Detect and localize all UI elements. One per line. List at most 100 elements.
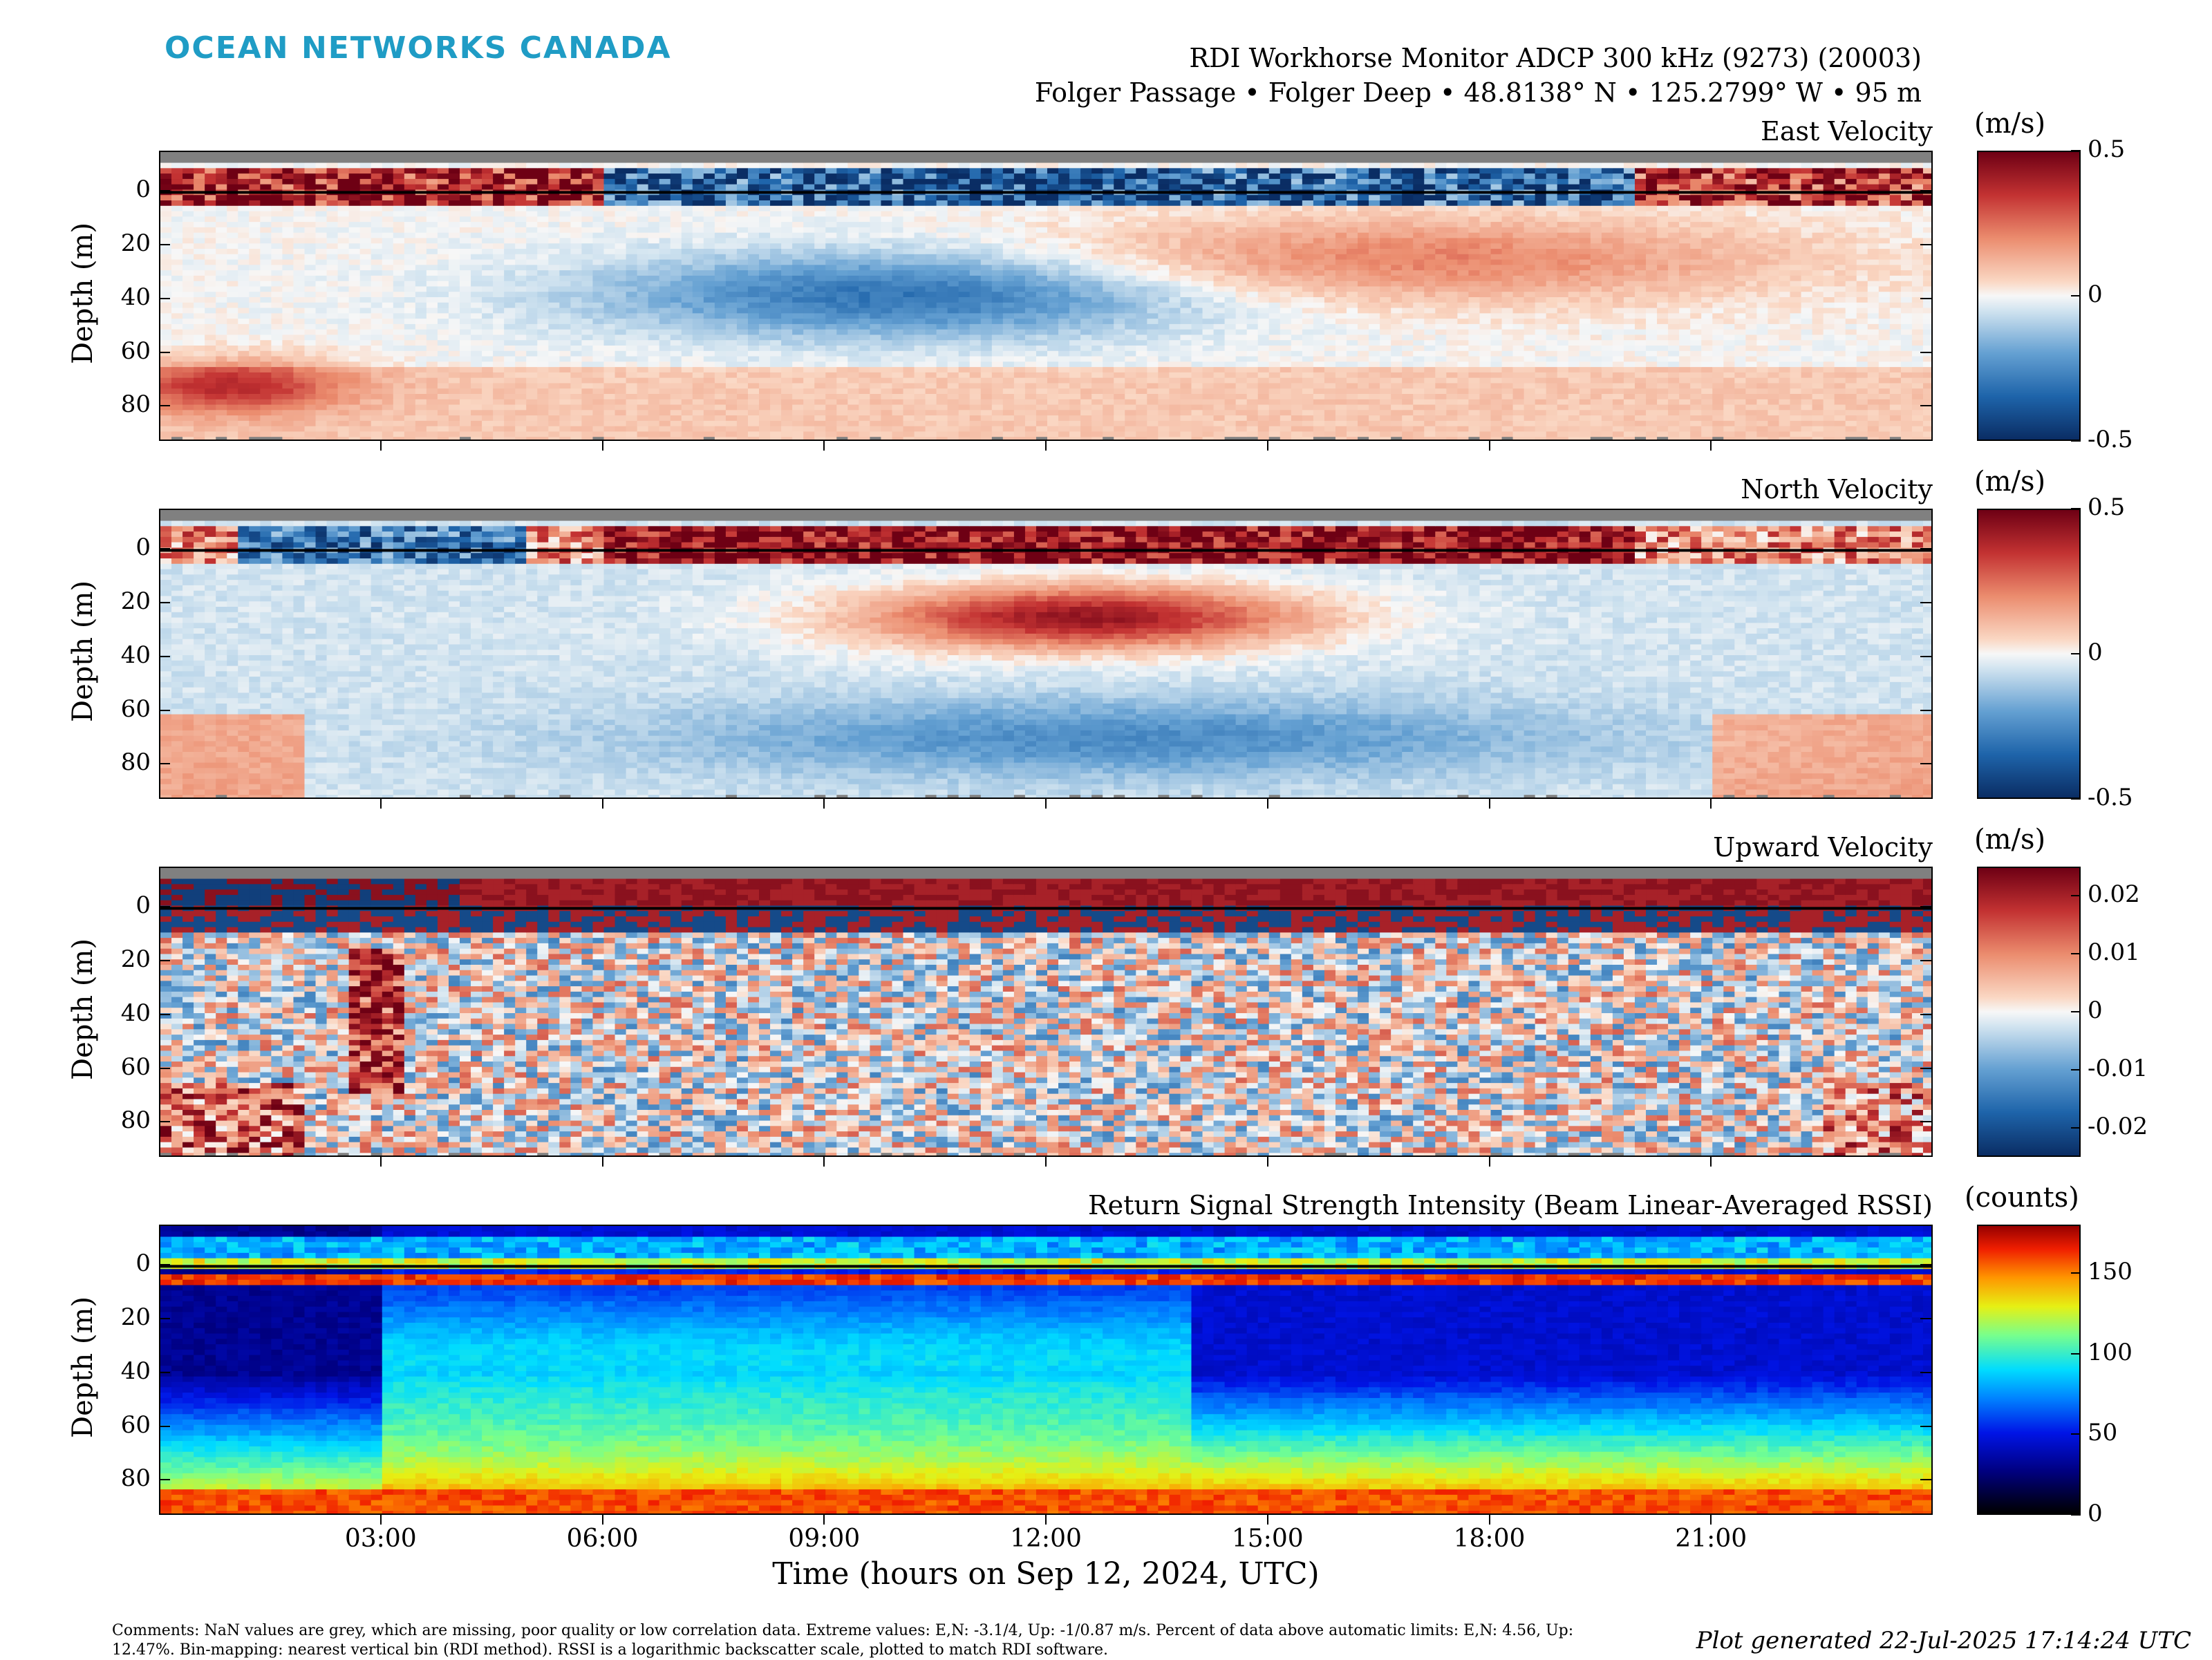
heatmap-cell bbox=[748, 313, 760, 319]
heatmap-cell bbox=[371, 357, 383, 362]
heatmap-cell bbox=[626, 173, 638, 179]
heatmap-cell bbox=[671, 330, 682, 335]
heatmap-cell bbox=[814, 303, 826, 308]
heatmap-cell bbox=[216, 249, 227, 254]
heatmap-cell bbox=[814, 249, 826, 254]
heatmap-cell bbox=[404, 383, 416, 388]
heatmap-cell bbox=[1025, 399, 1037, 405]
heatmap-cell bbox=[1058, 281, 1070, 287]
heatmap-cell bbox=[349, 297, 361, 303]
heatmap-cell bbox=[759, 405, 771, 411]
heatmap-cell bbox=[526, 211, 538, 217]
heatmap-cell bbox=[216, 163, 227, 169]
heatmap-cell bbox=[1169, 319, 1181, 324]
heatmap-cell bbox=[903, 330, 915, 335]
heatmap-cell bbox=[592, 216, 604, 222]
heatmap-cell bbox=[704, 313, 715, 319]
heatmap-cell bbox=[404, 216, 416, 222]
heatmap-cell bbox=[1091, 357, 1103, 362]
heatmap-cell bbox=[1058, 211, 1070, 217]
heatmap-cell bbox=[382, 410, 394, 415]
heatmap-cell bbox=[748, 173, 760, 179]
heatmap-cell bbox=[970, 383, 982, 388]
heatmap-cell bbox=[792, 426, 804, 432]
heatmap-cell bbox=[227, 265, 238, 270]
heatmap-cell bbox=[271, 383, 283, 388]
heatmap-cell bbox=[216, 334, 227, 340]
heatmap-cell bbox=[449, 265, 460, 270]
heatmap-cell bbox=[205, 303, 216, 308]
heatmap-cell bbox=[959, 378, 971, 384]
heatmap-cell bbox=[847, 243, 859, 249]
heatmap-cell bbox=[1014, 206, 1026, 211]
heatmap-cell bbox=[382, 421, 394, 426]
heatmap-cell bbox=[160, 303, 172, 308]
heatmap-cell bbox=[970, 415, 982, 421]
heatmap-cell bbox=[1125, 351, 1136, 357]
heatmap-cell bbox=[382, 152, 394, 158]
heatmap-cell bbox=[948, 238, 959, 243]
heatmap-cell bbox=[581, 227, 593, 233]
heatmap-cell bbox=[393, 200, 405, 206]
heatmap-cell bbox=[460, 260, 471, 265]
heatmap-cell bbox=[216, 233, 227, 238]
heatmap-cell bbox=[171, 227, 183, 233]
heatmap-cell bbox=[427, 313, 438, 319]
heatmap-cell bbox=[371, 372, 383, 378]
heatmap-cell bbox=[1080, 319, 1092, 324]
heatmap-cell bbox=[1158, 163, 1170, 169]
heatmap-cell bbox=[449, 372, 460, 378]
heatmap-cell bbox=[360, 249, 372, 254]
heatmap-cell bbox=[759, 206, 771, 211]
heatmap-cell bbox=[194, 185, 205, 190]
heatmap-cell bbox=[382, 173, 394, 179]
heatmap-cell bbox=[238, 319, 250, 324]
heatmap-cell bbox=[471, 200, 482, 206]
heatmap-cell bbox=[460, 330, 471, 335]
heatmap-cell bbox=[759, 415, 771, 421]
heatmap-cell bbox=[715, 415, 727, 421]
heatmap-cell bbox=[671, 378, 682, 384]
heatmap-cell bbox=[393, 367, 405, 372]
heatmap-cell bbox=[171, 324, 183, 330]
heatmap-cell bbox=[592, 330, 604, 335]
heatmap-cell bbox=[526, 405, 538, 411]
heatmap-cell bbox=[460, 211, 471, 217]
heatmap-cell bbox=[715, 260, 727, 265]
heatmap-cell bbox=[227, 163, 238, 169]
heatmap-cell bbox=[449, 222, 460, 227]
heatmap-cell bbox=[338, 216, 350, 222]
heatmap-cell bbox=[1136, 281, 1147, 287]
heatmap-cell bbox=[992, 179, 1004, 185]
heatmap-cell bbox=[182, 431, 194, 437]
heatmap-cell bbox=[581, 222, 593, 227]
heatmap-cell bbox=[1147, 319, 1159, 324]
heatmap-cell bbox=[1114, 330, 1125, 335]
heatmap-cell bbox=[182, 260, 194, 265]
heatmap-cell bbox=[249, 168, 261, 173]
heatmap-cell bbox=[1158, 313, 1170, 319]
heatmap-cell bbox=[825, 367, 837, 372]
heatmap-cell bbox=[515, 308, 527, 314]
heatmap-cell bbox=[937, 238, 948, 243]
heatmap-cell bbox=[471, 319, 482, 324]
heatmap-cell bbox=[205, 297, 216, 303]
heatmap-cell bbox=[881, 185, 892, 190]
heatmap-cell bbox=[526, 410, 538, 415]
heatmap-cell bbox=[360, 200, 372, 206]
heatmap-cell bbox=[1147, 179, 1159, 185]
heatmap-cell bbox=[814, 243, 826, 249]
heatmap-cell bbox=[970, 158, 982, 163]
heatmap-cell bbox=[570, 254, 582, 260]
heatmap-cell bbox=[526, 158, 538, 163]
heatmap-cell bbox=[471, 303, 482, 308]
heatmap-cell bbox=[371, 361, 383, 367]
heatmap-cell bbox=[814, 286, 826, 292]
heatmap-cell bbox=[948, 357, 959, 362]
heatmap-cell bbox=[1069, 372, 1081, 378]
heatmap-cell bbox=[216, 254, 227, 260]
heatmap-cell bbox=[715, 297, 727, 303]
heatmap-cell bbox=[260, 163, 272, 169]
heatmap-cell bbox=[260, 260, 272, 265]
heatmap-cell bbox=[581, 206, 593, 211]
